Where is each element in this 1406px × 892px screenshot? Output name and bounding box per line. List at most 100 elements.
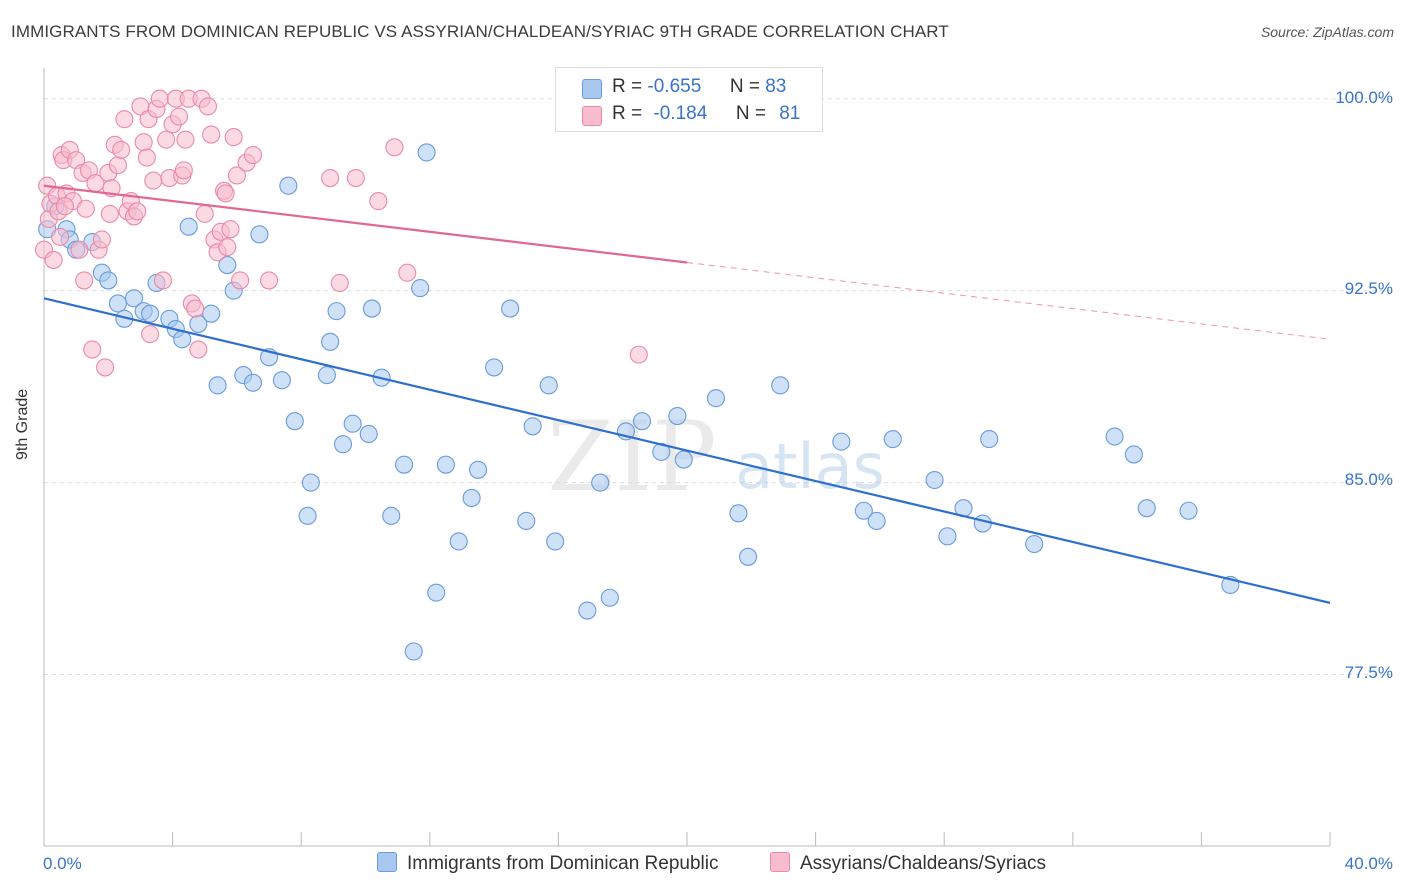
scatter-point-pink [44,250,63,269]
legend-n-label: N = [735,103,766,124]
gridlines [44,98,1392,676]
scatter-point-blue [674,450,693,469]
scatter-point-blue [501,299,520,318]
scatter-point-blue [980,430,999,449]
chart-title: IMMIGRANTS FROM DOMINICAN REPUBLIC VS AS… [11,22,949,41]
y-tick-label: 85.0% [1345,470,1393,489]
scatter-point-pink [128,202,147,221]
scatter-point-pink [198,97,218,116]
scatter-point-pink [174,161,193,180]
scatter-point-blue [925,470,944,490]
y-tick-label: 77.5% [1345,663,1393,682]
scatter-point-blue [108,294,127,313]
scatter-point-pink [195,204,214,223]
scatter-point-blue [739,547,758,566]
scatter-point-blue [141,304,160,323]
scatter-point-blue [427,583,446,602]
scatter-point-pink [189,340,208,359]
scatter-point-pink [55,197,74,216]
scatter-point-pink [398,263,417,282]
scatter-point-pink [115,110,134,129]
scatter-point-pink [100,204,119,223]
scatter-point-blue [382,506,401,525]
scatter-point-blue [706,389,725,408]
scatter-point-blue [1124,445,1143,464]
scatter-point-blue [462,488,481,507]
y-axis-label: 9th Grade [14,388,31,460]
scatter-point-pink [51,227,70,246]
scatter-point-pink [186,299,205,318]
legend-swatch-blue [582,79,602,99]
legend-n-label: N = [729,76,760,97]
scatter-point-blue [729,504,748,523]
scatter-point-blue [327,302,346,321]
scatter-point-pink [92,230,111,249]
scatter-point-blue [272,371,291,390]
scatter-point-pink [112,140,131,159]
scatter-point-blue [179,217,198,236]
scatter-point-blue [485,358,504,377]
scatter-point-blue [99,271,118,290]
scatter-point-blue [417,143,436,162]
scatter-point-pink [227,166,246,185]
bottom-legend-label-pink: Assyrians/Chaldeans/Syriacs [800,853,1047,874]
y-tick-label: 100.0% [1335,88,1393,107]
scatter-point-blue [632,412,652,431]
legend-r-label: R = [612,103,643,124]
bottom-legend-pink: Assyrians/Chaldeans/Syriacs [770,852,1046,875]
scatter-point-pink [96,358,115,377]
scatter-point-pink [137,148,156,167]
scatter-point-blue [436,455,455,474]
scatter-point-pink [75,271,94,290]
scatter-point-blue [321,332,340,351]
scatter-point-blue [973,514,992,533]
scatter-point-pink [76,199,95,218]
scatter-point-pink [153,271,173,290]
scatter-point-pink [108,156,127,175]
scatter-point-blue [343,414,362,433]
x-tick-label: 0.0% [43,854,82,873]
scatter-point-blue [202,304,221,323]
trend-lines [43,184,1331,604]
y-tick-label: 92.5% [1345,279,1393,298]
scatter-point-blue [578,601,597,620]
scatter-point-blue [546,532,565,551]
legend-n-value-pink: 81 [779,103,801,124]
scatter-point-pink [83,340,102,359]
source-label: Source: ZipAtlas.com [1260,24,1394,40]
scatter-point-blue [832,432,851,451]
scatter-point-blue [208,376,227,395]
scatter-point-blue [1179,501,1198,520]
scatter-point-pink [150,89,169,108]
scatter-point-blue [298,506,317,525]
scatter-point-blue [243,373,263,392]
scatter-point-blue [333,435,353,454]
scatter-point-blue [404,642,423,661]
bottom-legend-swatch-pink [770,852,790,872]
scatter-point-blue [867,511,886,531]
legend-swatch-pink [582,106,602,126]
scatter-point-pink [141,325,160,344]
scatter-points [34,89,1240,661]
bottom-legend-blue: Immigrants from Dominican Republic [377,852,719,875]
scatter-point-pink [216,184,235,203]
scatter-point-blue [539,376,558,395]
legend-box: R = -0.655 N = 83 R = -0.184 N = 81 [555,67,823,132]
scatter-point-pink [169,107,189,126]
scatter-point-blue [1137,499,1156,518]
legend-r-label: R = [612,76,643,97]
scatter-point-pink [243,145,263,165]
scatter-point-blue [279,176,298,195]
scatter-point-blue [285,412,304,431]
scatter-point-pink [369,192,388,211]
tick-labels: 77.5% 85.0% 92.5% 100.0% 0.0% 40.0% [43,88,1393,873]
scatter-point-blue [938,527,957,546]
scatter-point-blue [411,279,430,298]
scatter-point-pink [231,271,250,290]
trend-line-extension-pink [686,262,1331,340]
trend-line-blue [43,297,1331,604]
trend-line-pink [43,184,688,264]
bottom-legend-label-blue: Immigrants from Dominican Republic [407,853,719,874]
scatter-point-blue [301,473,320,492]
